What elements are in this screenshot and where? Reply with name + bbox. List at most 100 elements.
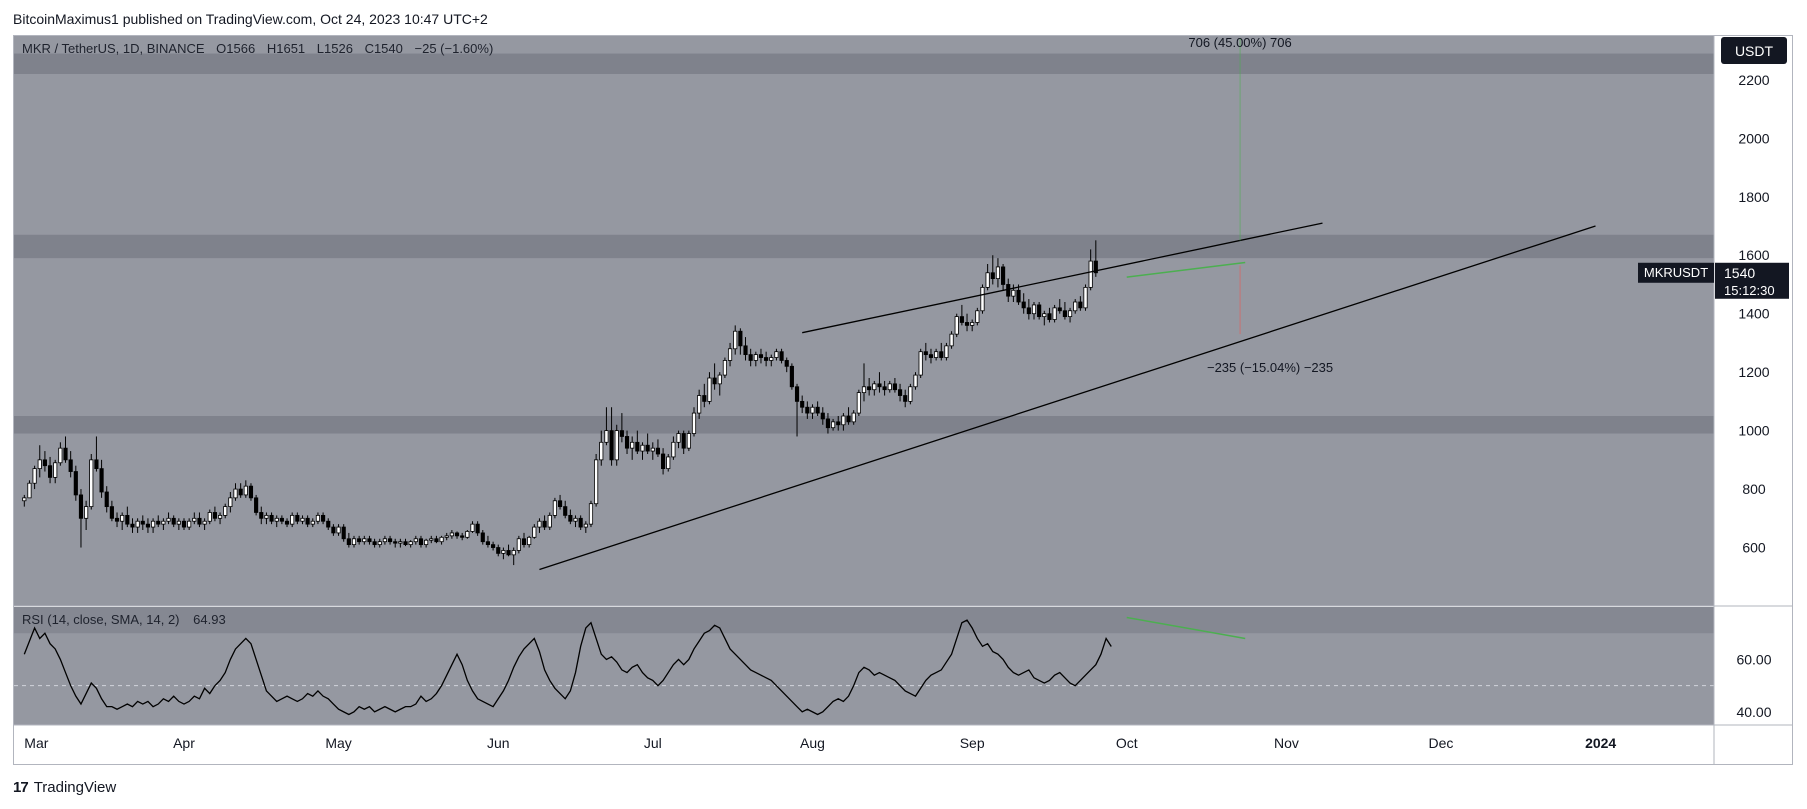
candle-body — [470, 523, 475, 532]
candle-body — [114, 517, 120, 522]
candle-body — [1006, 284, 1011, 297]
candle-body — [527, 536, 532, 546]
measurement-tools[interactable]: 706 (45.00%) 706 −235 (−15.04%) −235 — [1188, 36, 1333, 375]
candle-body — [661, 453, 666, 470]
rsi-overbought-zone — [14, 607, 1714, 634]
candle-body — [58, 447, 63, 464]
rsi-title: RSI (14, close, SMA, 14, 2) — [22, 612, 180, 627]
candle-body — [491, 544, 496, 548]
candle-body — [27, 482, 32, 499]
candle-body — [573, 517, 578, 522]
last-price-label[interactable]: MKRUSDT 1540 15:12:30 — [1638, 262, 1789, 299]
candle-body — [42, 459, 47, 467]
last-price-value: 1540 — [1724, 265, 1755, 281]
time-axis[interactable]: Mar Apr May Jun Jul Aug Sep Oct Nov Dec 2024 — [24, 735, 1616, 751]
rsi-divergence-line[interactable] — [1126, 616, 1246, 640]
candle-body — [485, 541, 491, 546]
candle-body — [377, 541, 382, 546]
tradingview-logo-text: TradingView — [33, 778, 117, 796]
candle-body — [53, 462, 58, 478]
candle-body — [774, 351, 779, 358]
resistance-trendline[interactable] — [802, 222, 1323, 334]
candle-body — [346, 538, 351, 546]
candle-body — [1016, 289, 1021, 303]
candle-body — [130, 523, 135, 528]
candle-body — [145, 523, 151, 528]
time-tick-label: Sep — [960, 735, 985, 751]
candle-body — [588, 503, 594, 525]
candle-body — [825, 418, 831, 429]
rsi-legend[interactable]: RSI (14, close, SMA, 14, 2) 64.93 — [22, 612, 226, 627]
candle-body — [403, 541, 408, 546]
candle-body — [197, 517, 202, 525]
chart-canvas[interactable]: 706 (45.00%) 706 −235 (−15.04%) −235 Mar A… — [14, 36, 1792, 764]
trendlines[interactable] — [539, 222, 1596, 571]
candle-body — [166, 517, 171, 522]
price-divergence-line[interactable] — [1126, 261, 1246, 278]
candle-body — [908, 386, 913, 402]
candle-body — [959, 316, 964, 323]
candle-body — [140, 520, 145, 525]
candle-body — [1011, 289, 1016, 297]
candle-body — [32, 468, 37, 484]
chart-frame[interactable]: 706 (45.00%) 706 −235 (−15.04%) −235 Mar A… — [13, 35, 1793, 765]
candle-body — [903, 395, 908, 402]
candle-body — [547, 514, 552, 528]
tradingview-logo-icon: 17 — [13, 778, 29, 796]
candle-body — [259, 512, 264, 519]
candle-body — [691, 412, 697, 434]
currency-badge[interactable]: USDT — [1721, 37, 1787, 64]
candle-body — [387, 538, 393, 543]
candle-body — [336, 526, 341, 534]
support-trendline[interactable] — [539, 225, 1596, 571]
candle-body — [248, 485, 254, 499]
candle-body — [351, 538, 357, 546]
candle-body — [295, 514, 300, 522]
last-price-symbol: MKRUSDT — [1644, 265, 1708, 280]
candle-body — [733, 330, 738, 350]
rsi-line — [23, 619, 1112, 716]
measure-up-label: 706 (45.00%) 706 — [1188, 36, 1291, 50]
rsi-value: 64.93 — [193, 612, 226, 627]
candle-body — [37, 459, 42, 470]
support-resistance-zone — [14, 416, 1714, 434]
candle-body — [666, 456, 671, 470]
candle-body — [217, 514, 223, 519]
candle-body — [655, 447, 661, 455]
candle-body — [624, 436, 630, 449]
time-tick-label: Oct — [1116, 735, 1138, 751]
candle-body — [1037, 304, 1042, 318]
candle-body — [243, 485, 248, 496]
rsi-divergence[interactable] — [1126, 616, 1246, 640]
candle-body — [1026, 307, 1031, 315]
candle-body — [223, 506, 228, 516]
candle-body — [418, 538, 424, 546]
candle-body — [207, 512, 212, 522]
candle-body — [1078, 301, 1083, 309]
candle-body — [537, 520, 542, 528]
candle-body — [918, 351, 923, 376]
rsi-zone-band — [14, 607, 1714, 634]
candle-body — [995, 266, 1001, 280]
candle-body — [1073, 301, 1078, 312]
candle-body — [686, 433, 691, 449]
candle-body — [424, 539, 429, 546]
candle-body — [68, 459, 73, 472]
price-axis[interactable]: 600 800 1000 1200 1400 1600 1800 2000 2200 — [1738, 72, 1769, 556]
candle-body — [928, 354, 934, 358]
candle-body — [635, 441, 640, 452]
candle-body — [846, 415, 851, 423]
candle-body — [1083, 286, 1088, 309]
candle-body — [552, 500, 557, 516]
candle-body — [310, 520, 315, 525]
candle-body — [697, 395, 702, 414]
tradingview-logo[interactable]: 17 TradingView — [13, 777, 116, 797]
candle-body — [393, 541, 398, 544]
rsi-axis[interactable]: 40.00 60.00 — [1736, 651, 1771, 719]
symbol-legend[interactable]: MKR / TetherUS, 1D, BINANCE O1566 H1651 … — [22, 41, 493, 56]
candle-body — [1047, 313, 1052, 320]
candle-body — [161, 520, 166, 525]
measure-down-label: −235 (−15.04%) −235 — [1207, 360, 1333, 375]
candle-body — [326, 520, 331, 528]
candle-body — [671, 441, 676, 458]
